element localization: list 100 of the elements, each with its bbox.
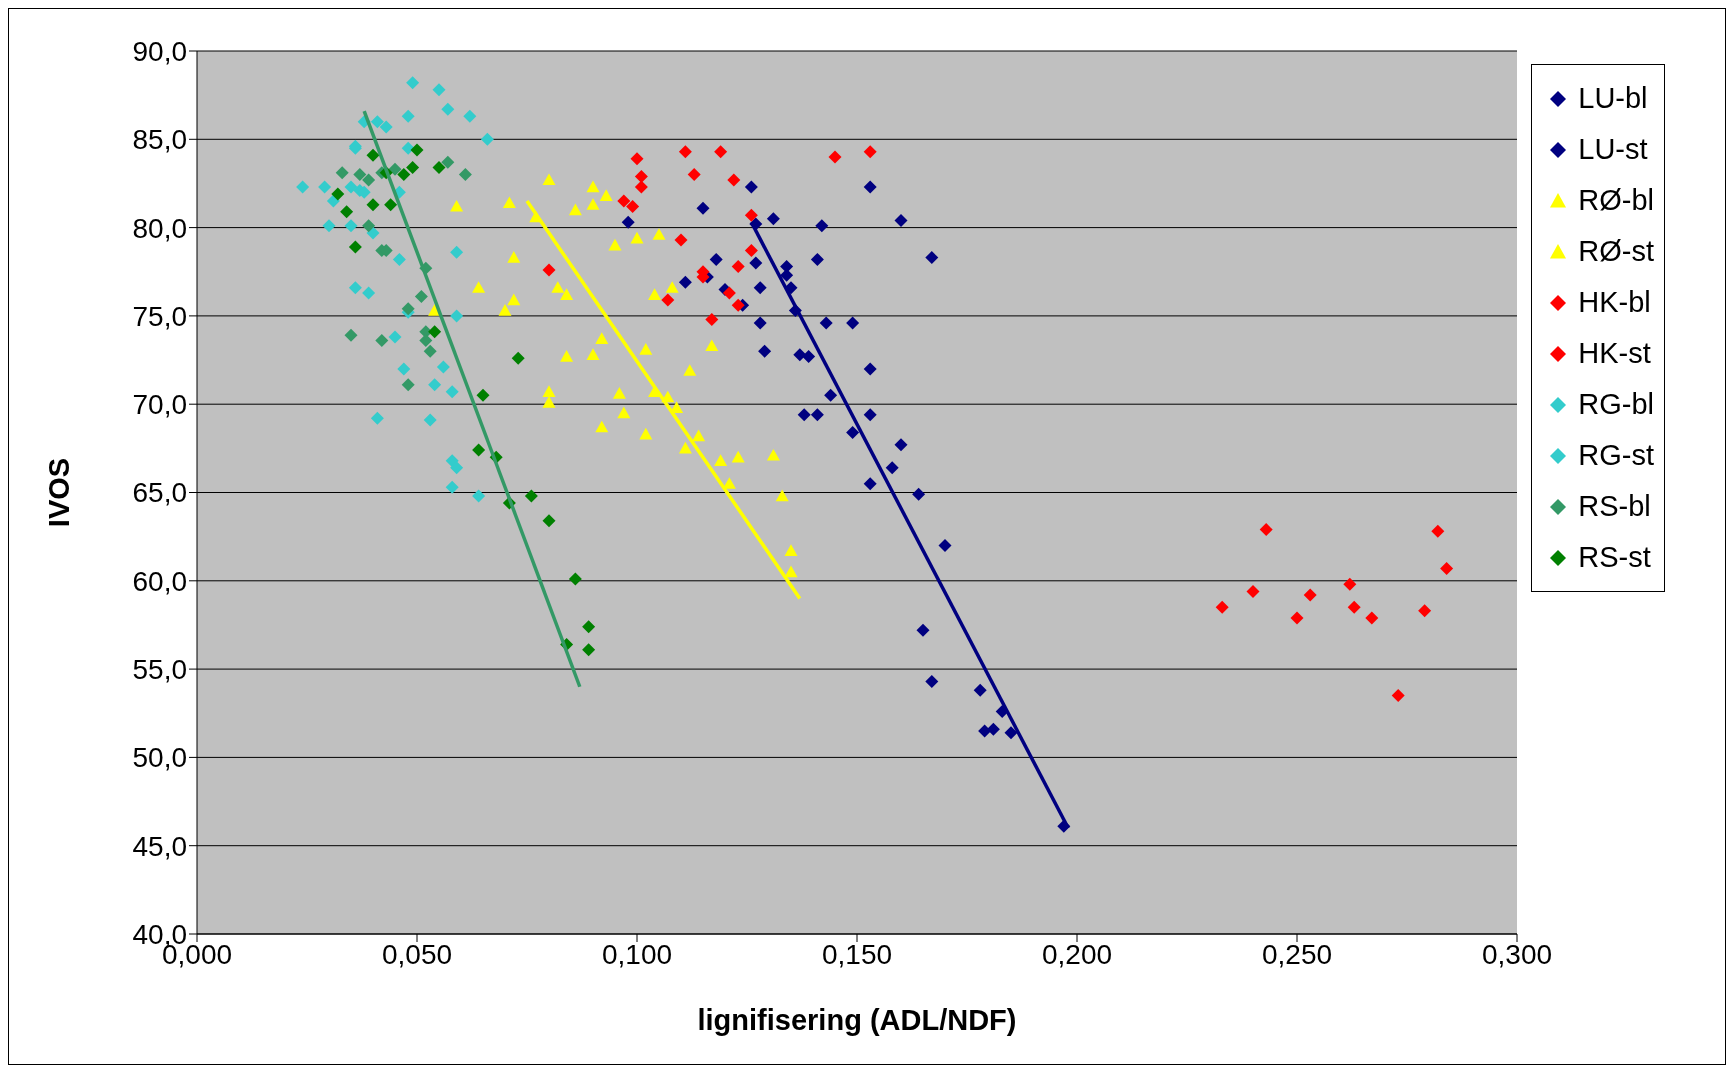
point xyxy=(705,312,719,326)
point xyxy=(542,173,556,186)
point xyxy=(586,198,600,210)
point xyxy=(340,205,354,219)
point xyxy=(727,173,741,187)
point xyxy=(802,350,816,364)
point xyxy=(432,161,446,175)
point xyxy=(498,304,512,316)
point xyxy=(744,208,758,222)
point xyxy=(766,448,780,461)
point xyxy=(630,152,644,166)
point xyxy=(863,408,877,422)
point xyxy=(450,309,464,323)
point xyxy=(714,454,728,466)
point xyxy=(749,256,763,270)
point xyxy=(863,180,877,194)
point xyxy=(599,189,613,202)
point xyxy=(687,168,701,182)
x-tick-label: 0,150 xyxy=(821,938,893,970)
point xyxy=(472,489,486,503)
y-tick-label: 75,0 xyxy=(132,300,187,332)
point xyxy=(912,487,926,501)
point xyxy=(560,288,574,300)
point xyxy=(1347,600,1361,614)
point xyxy=(824,388,838,402)
point xyxy=(744,244,758,258)
legend-label: LU-bl xyxy=(1578,82,1648,115)
point xyxy=(397,168,411,182)
point xyxy=(472,443,486,457)
point xyxy=(1418,604,1432,618)
point xyxy=(722,286,736,300)
point xyxy=(678,441,692,454)
point xyxy=(401,378,415,392)
y-tick-label: 50,0 xyxy=(132,742,187,774)
point xyxy=(1215,600,1229,614)
point xyxy=(665,281,679,293)
y-tick-label: 70,0 xyxy=(132,389,187,421)
point xyxy=(401,109,415,123)
point xyxy=(617,406,631,419)
point xyxy=(634,169,648,183)
point xyxy=(696,201,710,215)
legend-label: RØ-st xyxy=(1578,235,1654,268)
point xyxy=(634,180,648,194)
point xyxy=(925,674,939,688)
legend-label: HK-bl xyxy=(1578,286,1651,319)
point xyxy=(388,330,402,344)
point xyxy=(608,238,622,251)
point xyxy=(344,219,358,233)
point xyxy=(683,364,697,376)
point xyxy=(731,450,745,463)
point xyxy=(753,316,767,330)
y-tick-label: 55,0 xyxy=(132,654,187,686)
point xyxy=(445,385,459,399)
point xyxy=(1440,561,1454,575)
point xyxy=(1303,588,1317,602)
point xyxy=(551,281,565,293)
point xyxy=(595,332,609,345)
point xyxy=(894,214,908,228)
point xyxy=(524,489,538,503)
point xyxy=(639,342,653,355)
point xyxy=(331,187,345,201)
point xyxy=(423,344,437,358)
point xyxy=(586,180,600,193)
point xyxy=(863,362,877,376)
x-tick-label: 0,200 xyxy=(1041,938,1113,970)
point xyxy=(648,288,662,300)
point xyxy=(511,351,525,365)
point xyxy=(480,132,494,146)
point xyxy=(428,325,442,339)
x-tick-label: 0,250 xyxy=(1261,938,1333,970)
point xyxy=(1431,524,1445,538)
point xyxy=(784,544,798,556)
point xyxy=(560,350,574,362)
point xyxy=(375,334,389,348)
point xyxy=(542,395,556,408)
point xyxy=(348,240,362,254)
y-tick-label: 85,0 xyxy=(132,124,187,156)
legend-label: RS-st xyxy=(1578,541,1651,574)
point xyxy=(758,344,772,358)
point xyxy=(458,168,472,182)
point xyxy=(1004,726,1018,740)
point xyxy=(1365,611,1379,625)
x-tick-label: 0,050 xyxy=(381,938,453,970)
x-axis-title: lignifisering (ADL/NDF) xyxy=(697,1004,1017,1036)
legend-label: RØ-bl xyxy=(1578,184,1654,217)
x-tick-label: 0,300 xyxy=(1481,938,1553,970)
legend-label: RG-bl xyxy=(1578,388,1654,421)
point xyxy=(568,203,582,216)
point xyxy=(362,286,376,300)
y-tick-label: 80,0 xyxy=(132,212,187,244)
point xyxy=(661,293,675,307)
point xyxy=(617,194,631,208)
point xyxy=(432,83,446,97)
point xyxy=(938,538,952,552)
point xyxy=(423,413,437,427)
point xyxy=(810,408,824,422)
point xyxy=(322,219,336,233)
point xyxy=(436,360,450,374)
point xyxy=(621,215,635,229)
point xyxy=(348,281,362,295)
